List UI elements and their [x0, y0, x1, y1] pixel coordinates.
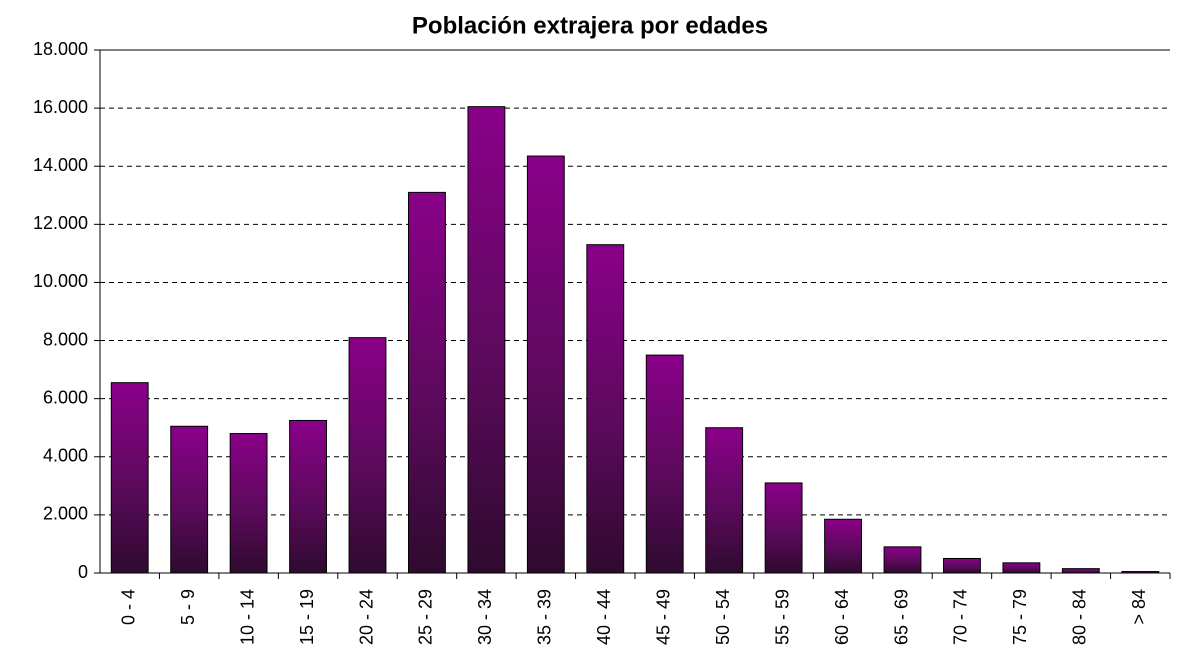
x-tick-label: 40 - 44 [594, 589, 614, 645]
bar [289, 419, 327, 574]
bar [526, 155, 565, 574]
bar [467, 106, 506, 574]
bar [348, 337, 387, 574]
x-tick-label: 20 - 24 [356, 589, 376, 645]
x-tick-label: 15 - 19 [297, 589, 317, 645]
bar [824, 518, 862, 574]
y-tick-label: 0 [78, 562, 88, 582]
bar [645, 354, 684, 574]
x-tick-label: 55 - 59 [772, 589, 792, 645]
x-tick-label: 60 - 64 [832, 589, 852, 645]
x-tick-label: 70 - 74 [951, 589, 971, 645]
y-tick-label: 8.000 [43, 329, 88, 349]
x-tick-label: 30 - 34 [475, 589, 495, 645]
bar [586, 244, 625, 574]
x-tick-label: > 84 [1129, 589, 1149, 625]
x-tick-label: 50 - 54 [713, 589, 733, 645]
bar [883, 546, 922, 574]
chart-title: Población extrajera por edades [412, 12, 768, 39]
y-tick-label: 18.000 [33, 39, 88, 59]
x-tick-label: 10 - 14 [237, 589, 257, 645]
x-tick-label: 45 - 49 [653, 589, 673, 645]
bar [764, 482, 803, 574]
x-tick-label: 75 - 79 [1010, 589, 1030, 645]
x-tick-label: 25 - 29 [416, 589, 436, 645]
y-tick-label: 12.000 [33, 213, 88, 233]
bar [1061, 568, 1100, 574]
bar [943, 557, 981, 574]
x-tick-label: 5 - 9 [178, 589, 198, 625]
bar [705, 427, 744, 574]
y-tick-label: 10.000 [33, 271, 88, 291]
bar [170, 425, 209, 574]
y-tick-label: 16.000 [33, 97, 88, 117]
bar [229, 433, 268, 574]
y-tick-label: 2.000 [43, 504, 88, 524]
bar [1002, 562, 1041, 574]
x-tick-label: 65 - 69 [891, 589, 911, 645]
y-tick-label: 6.000 [43, 387, 88, 407]
bar [110, 382, 149, 574]
bar [1121, 571, 1160, 574]
x-tick-label: 0 - 4 [118, 589, 138, 625]
y-tick-label: 14.000 [33, 155, 88, 175]
y-tick-label: 4.000 [43, 446, 88, 466]
bar [408, 191, 446, 574]
x-tick-label: 80 - 84 [1070, 589, 1090, 645]
x-tick-label: 35 - 39 [535, 589, 555, 645]
